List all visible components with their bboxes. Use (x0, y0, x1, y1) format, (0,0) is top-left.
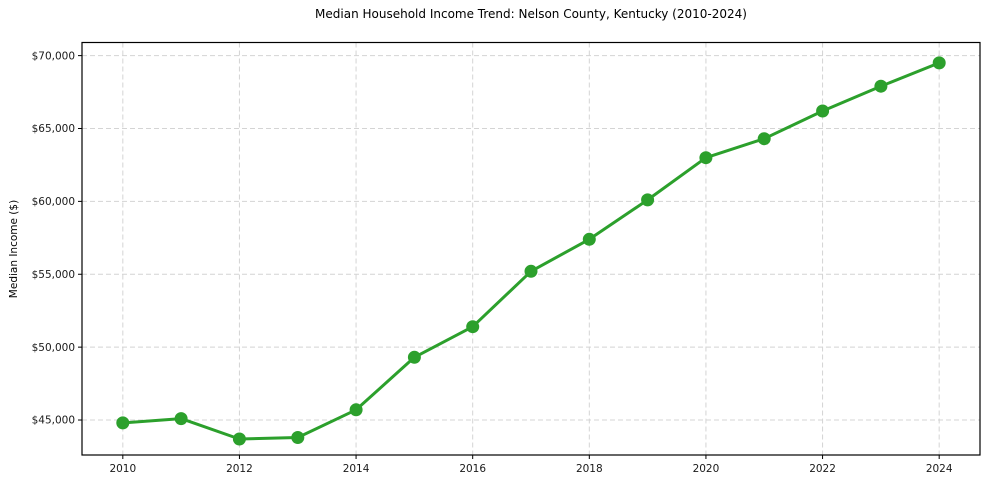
y-tick-label: $50,000 (32, 342, 75, 354)
data-point-marker (349, 403, 363, 417)
plot-frame (81, 41, 981, 456)
trend-line (121, 61, 941, 441)
data-point-marker (232, 432, 246, 446)
y-tick-label: $60,000 (32, 196, 75, 208)
y-tick-label: $65,000 (32, 123, 75, 135)
data-point-marker (699, 151, 713, 165)
x-tick-label: 2014 (343, 463, 370, 475)
y-tick-label: $55,000 (32, 269, 75, 281)
data-point-marker (757, 132, 771, 146)
x-tick-label: 2024 (926, 463, 953, 475)
data-point-marker (407, 350, 421, 364)
x-tick-label: 2016 (459, 463, 486, 475)
data-point-marker (816, 104, 830, 118)
x-tick-label: 2018 (576, 463, 603, 475)
data-point-marker (116, 416, 130, 430)
data-point-marker (174, 412, 188, 426)
x-tick-label: 2022 (809, 463, 836, 475)
data-point-marker (291, 431, 305, 444)
data-point-marker (582, 232, 596, 246)
x-tick-label: 2020 (693, 463, 720, 475)
data-point-marker (641, 193, 655, 207)
data-point-marker (466, 320, 480, 334)
data-point-marker (932, 56, 946, 70)
x-tick-label: 2012 (226, 463, 253, 475)
x-tick-label: 2010 (109, 463, 136, 475)
y-tick-label: $70,000 (32, 50, 75, 62)
chart-title: Median Household Income Trend: Nelson Co… (315, 7, 747, 21)
y-tick-label: $45,000 (32, 415, 75, 427)
data-point-marker (874, 79, 888, 93)
data-point-marker (524, 264, 538, 278)
